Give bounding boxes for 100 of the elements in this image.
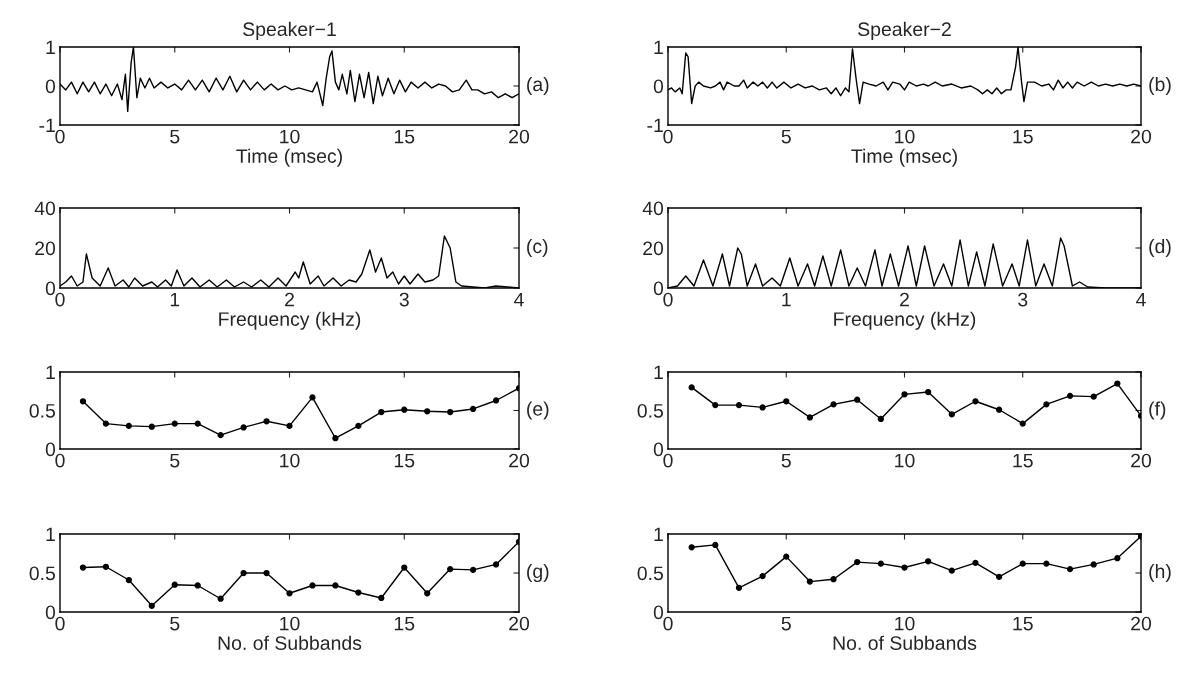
x-tick-label: 5 bbox=[781, 616, 791, 631]
point bbox=[1043, 401, 1050, 408]
point bbox=[171, 581, 178, 588]
x-tick-label: 5 bbox=[170, 129, 180, 144]
point bbox=[688, 544, 695, 551]
point bbox=[1066, 392, 1074, 399]
point bbox=[355, 589, 362, 596]
point bbox=[1114, 555, 1121, 562]
point bbox=[948, 411, 955, 418]
y-tick-label: -1 bbox=[39, 118, 55, 133]
point bbox=[901, 391, 908, 398]
point bbox=[424, 590, 431, 597]
x-tick-label: 15 bbox=[394, 616, 415, 631]
x-tick-label: 15 bbox=[394, 129, 415, 144]
point bbox=[830, 576, 837, 583]
y-tick-label: 0 bbox=[653, 442, 664, 457]
chart-title: Speaker−2 bbox=[858, 21, 951, 40]
y-tick-label: 0 bbox=[653, 605, 664, 620]
x-tick-label: 4 bbox=[1136, 292, 1146, 307]
text: (c) bbox=[527, 238, 548, 258]
chart-title: Speaker−1 bbox=[243, 21, 336, 40]
x-tick-label: 2 bbox=[285, 292, 294, 307]
point bbox=[194, 420, 201, 427]
x-tick-label: 20 bbox=[1131, 453, 1152, 468]
y-tick-label: 0 bbox=[653, 79, 664, 94]
point bbox=[286, 590, 293, 597]
point bbox=[1090, 393, 1097, 400]
point bbox=[401, 406, 408, 413]
x-tick-label: 3 bbox=[399, 292, 409, 307]
x-tick-label: 4 bbox=[514, 292, 524, 307]
point bbox=[1019, 560, 1026, 567]
y-tick-label: 1 bbox=[46, 365, 55, 380]
x-tick-label: 10 bbox=[280, 453, 300, 468]
point bbox=[806, 578, 814, 585]
point bbox=[79, 564, 87, 571]
text: (d) bbox=[1149, 238, 1171, 258]
point bbox=[877, 415, 884, 423]
x-tick-label: 5 bbox=[781, 129, 791, 144]
point bbox=[125, 422, 132, 430]
y-tick-label: 0 bbox=[45, 79, 56, 94]
text: (b) bbox=[1149, 76, 1171, 96]
point bbox=[735, 584, 743, 591]
y-tick-label: 0 bbox=[45, 605, 56, 620]
point bbox=[332, 582, 339, 589]
point bbox=[217, 432, 224, 439]
point bbox=[783, 398, 790, 405]
y-tick-label: 0 bbox=[653, 281, 664, 296]
point bbox=[995, 406, 1003, 413]
point bbox=[447, 408, 454, 416]
x-tick-label: 2 bbox=[900, 292, 909, 307]
y-tick-label: 0 bbox=[45, 442, 56, 457]
x-tick-label: 15 bbox=[1013, 616, 1033, 631]
x-tick-label: 20 bbox=[509, 616, 530, 631]
x-tick-label: 5 bbox=[170, 616, 180, 631]
y-tick-label: 1 bbox=[46, 40, 55, 55]
x-tick-label: 15 bbox=[1013, 453, 1033, 468]
point bbox=[171, 420, 178, 427]
point bbox=[217, 595, 224, 602]
point bbox=[424, 408, 431, 415]
x-tick-label: 10 bbox=[895, 129, 915, 144]
point bbox=[830, 401, 837, 408]
point bbox=[378, 408, 385, 416]
y-tick-label: 1 bbox=[654, 527, 663, 542]
point bbox=[688, 384, 695, 391]
x-tick-label: 20 bbox=[1131, 616, 1152, 631]
x-axis-title: Frequency (kHz) bbox=[219, 311, 361, 330]
y-tick-label: 1 bbox=[46, 527, 55, 542]
x-axis-title: Time (msec) bbox=[851, 148, 957, 167]
point bbox=[378, 594, 385, 602]
y-tick-label: 20 bbox=[35, 241, 56, 256]
point bbox=[806, 414, 814, 421]
y-tick-label: 0.5 bbox=[29, 403, 56, 418]
point bbox=[712, 401, 719, 409]
point bbox=[1019, 420, 1026, 427]
x-tick-label: 20 bbox=[509, 453, 530, 468]
point bbox=[263, 569, 270, 577]
x-tick-label: 20 bbox=[509, 129, 530, 144]
x-axis-title: No. of Subbands bbox=[218, 635, 362, 650]
point bbox=[1090, 561, 1097, 568]
point bbox=[148, 423, 155, 430]
point bbox=[286, 422, 293, 430]
point bbox=[469, 405, 477, 413]
point bbox=[469, 566, 477, 574]
point bbox=[995, 573, 1003, 581]
x-tick-label: 5 bbox=[781, 453, 791, 468]
text: (h) bbox=[1149, 563, 1171, 583]
text: (e) bbox=[527, 401, 549, 420]
point bbox=[447, 565, 454, 573]
point bbox=[125, 576, 132, 584]
y-tick-label: 0.5 bbox=[637, 566, 664, 581]
point bbox=[1114, 380, 1121, 387]
point bbox=[309, 394, 316, 401]
x-tick-label: 3 bbox=[1018, 292, 1028, 307]
point bbox=[148, 602, 155, 609]
point bbox=[309, 582, 316, 589]
point bbox=[1043, 560, 1050, 567]
x-axis-title: Time (msec) bbox=[236, 148, 342, 167]
point bbox=[948, 567, 955, 574]
x-axis-title: Frequency (kHz) bbox=[834, 311, 976, 330]
y-tick-label: 1 bbox=[654, 365, 663, 380]
